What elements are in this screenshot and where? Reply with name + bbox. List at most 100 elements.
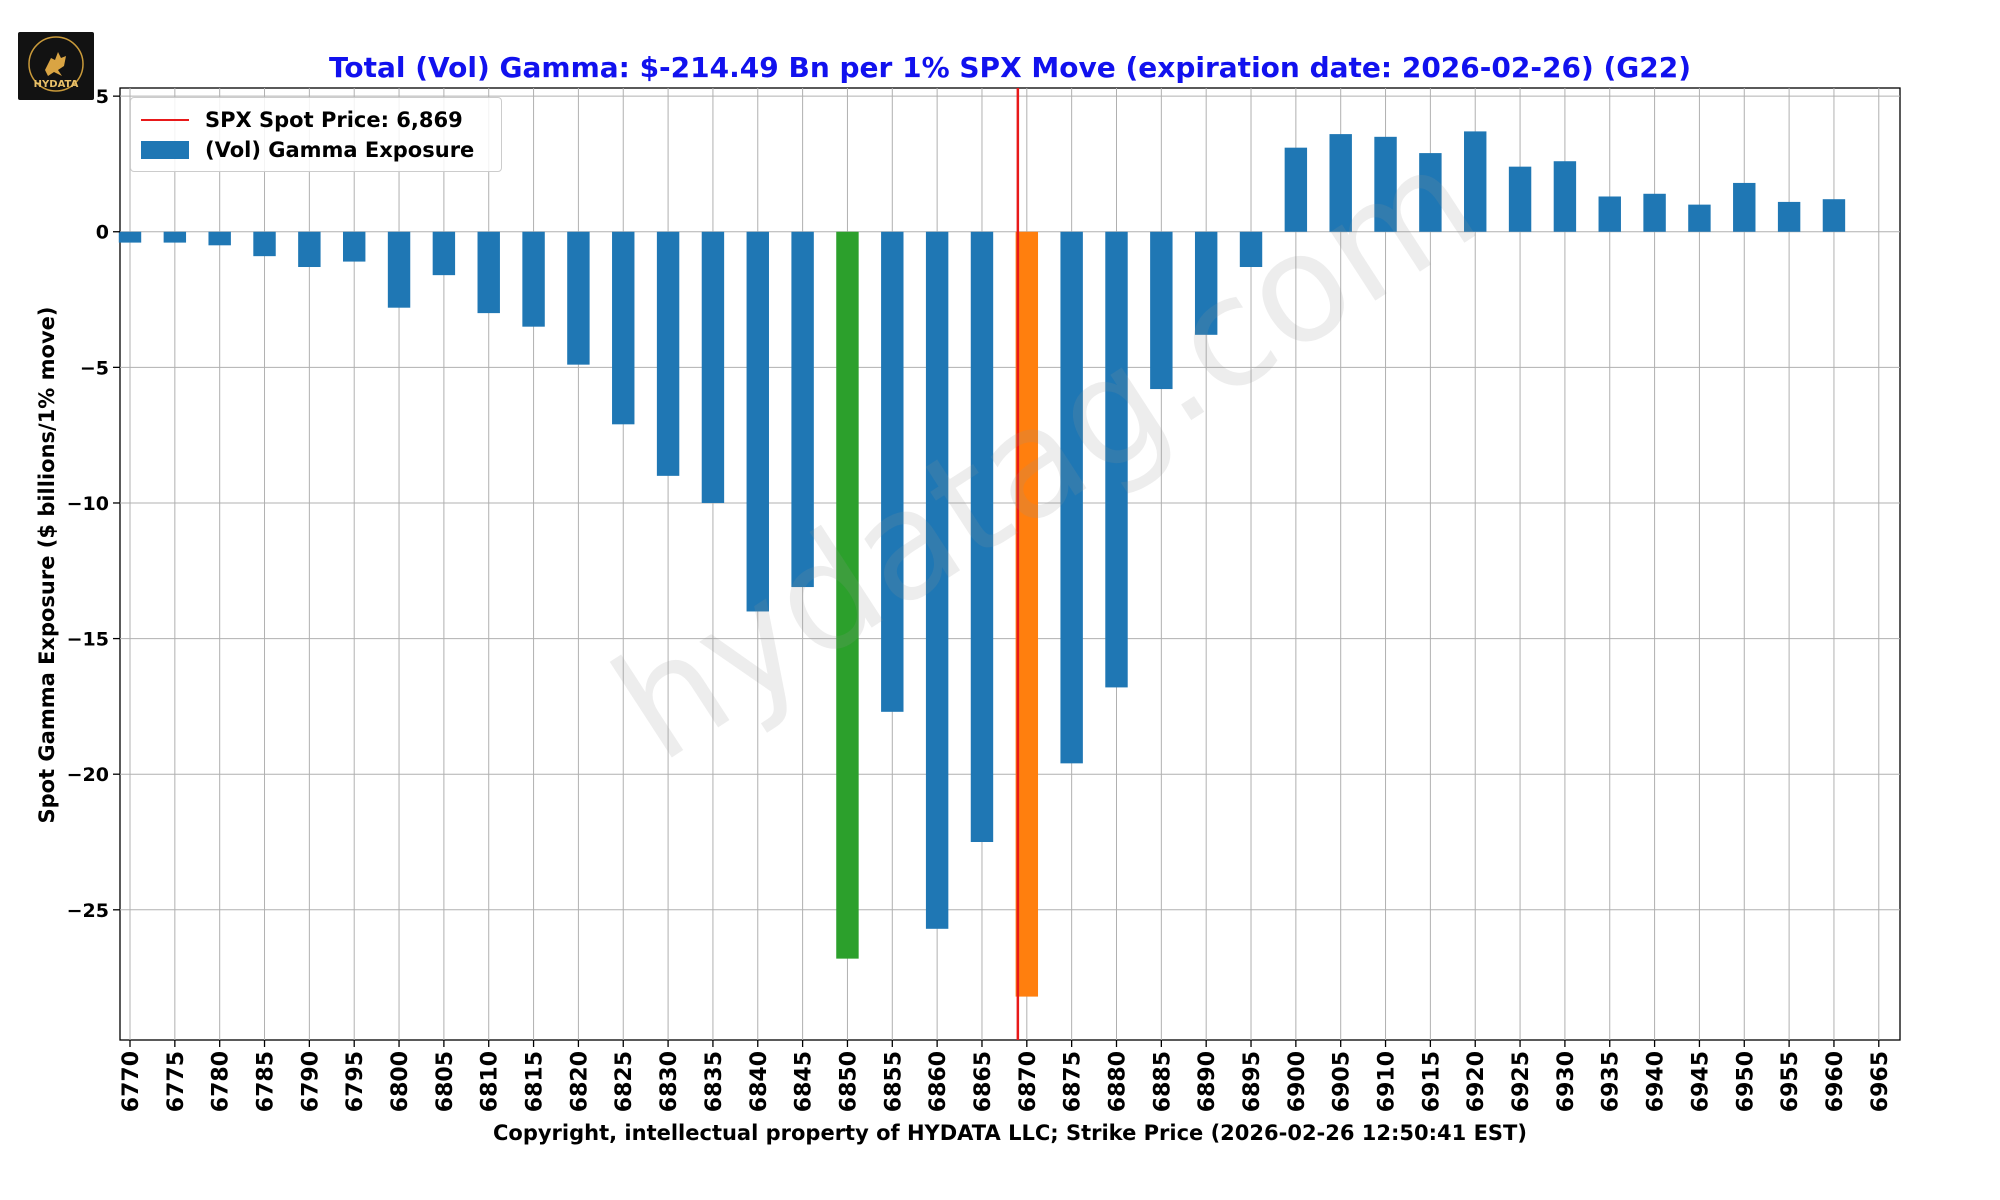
bar-6845 — [791, 231, 814, 588]
logo-text: HYDATA — [34, 79, 79, 90]
bar-6885 — [1150, 231, 1173, 390]
x-tick-label: 6940 — [1644, 1051, 1669, 1112]
x-tick-label: 6815 — [523, 1051, 548, 1112]
x-tick-label: 6945 — [1688, 1051, 1713, 1112]
bar-6850 — [836, 231, 859, 959]
bar-6920 — [1464, 131, 1487, 232]
y-tick-label: −10 — [67, 493, 109, 515]
x-tick-label: 6830 — [657, 1051, 682, 1112]
bar-6795 — [342, 231, 366, 262]
bar-6955 — [1777, 201, 1801, 232]
bar-6890 — [1194, 231, 1218, 335]
x-tick-label: 6810 — [478, 1051, 503, 1112]
y-axis-label: Spot Gamma Exposure ($ billions/1% move) — [35, 307, 59, 824]
bar-6775 — [163, 231, 187, 243]
x-tick-label: 6790 — [298, 1051, 323, 1112]
bar-6855 — [881, 231, 904, 712]
x-tick-label: 6800 — [388, 1051, 413, 1112]
bar-6950 — [1733, 182, 1756, 232]
x-tick-label: 6950 — [1733, 1051, 1758, 1112]
bar-6915 — [1419, 153, 1442, 232]
y-tick-label: −20 — [67, 764, 109, 786]
bar-6830 — [656, 231, 680, 476]
bar-6785 — [253, 231, 276, 257]
x-tick-label: 6835 — [702, 1051, 727, 1112]
x-tick-label: 6925 — [1509, 1051, 1534, 1112]
legend-item-spot: SPX Spot Price: 6,869 — [141, 108, 463, 132]
x-tick-label: 6850 — [836, 1051, 861, 1112]
x-tick-label: 6930 — [1554, 1051, 1579, 1112]
bar-6805 — [432, 231, 456, 276]
legend-spot-label: SPX Spot Price: 6,869 — [205, 108, 463, 132]
grid — [120, 88, 1900, 1040]
x-tick-label: 6955 — [1778, 1051, 1803, 1112]
legend-gamma-label: (Vol) Gamma Exposure — [205, 138, 475, 162]
bar-6835 — [701, 231, 725, 503]
chart-title: Total (Vol) Gamma: $-214.49 Bn per 1% SP… — [329, 51, 1691, 84]
x-tick-label: 6780 — [209, 1051, 234, 1112]
x-tick-label: 6965 — [1868, 1051, 1893, 1112]
bar-6925 — [1508, 166, 1532, 232]
bar-6870 — [1015, 231, 1039, 997]
bar-6810 — [477, 231, 500, 314]
x-tick-label: 6960 — [1823, 1051, 1848, 1112]
x-tick-label: 6890 — [1195, 1051, 1220, 1112]
bar-6790 — [298, 231, 321, 268]
y-axis: 5 0 −5 −10 −15 −20 −25 — [67, 86, 120, 922]
x-tick-label: 6795 — [343, 1051, 368, 1112]
bar-6930 — [1553, 161, 1577, 232]
x-tick-label: 6870 — [1016, 1051, 1041, 1112]
hydata-logo: HYDATA — [18, 32, 94, 100]
x-tick-label: 6775 — [164, 1051, 189, 1112]
bar-6895 — [1239, 231, 1263, 268]
x-tick-label: 6865 — [971, 1051, 996, 1112]
x-tick-label: 6915 — [1419, 1051, 1444, 1112]
bar-6945 — [1688, 204, 1711, 232]
bar-6820 — [567, 231, 590, 365]
bar-6910 — [1374, 136, 1397, 232]
x-tick-label: 6880 — [1105, 1051, 1130, 1112]
bar-6840 — [746, 231, 769, 612]
legend-item-gamma: (Vol) Gamma Exposure — [141, 138, 474, 162]
legend-gamma-swatch — [141, 141, 189, 159]
bar-6860 — [925, 231, 949, 929]
bar-6800 — [387, 231, 411, 308]
bar-6825 — [612, 231, 635, 425]
bar-6905 — [1329, 134, 1352, 232]
x-tick-label: 6785 — [254, 1051, 279, 1112]
x-tick-label: 6770 — [119, 1051, 144, 1112]
plot-area — [119, 87, 1901, 1041]
bar-6875 — [1060, 231, 1083, 764]
x-tick-label: 6905 — [1330, 1051, 1355, 1112]
x-tick-label: 6860 — [926, 1051, 951, 1112]
bar-6900 — [1284, 147, 1308, 232]
bar-6770 — [118, 231, 142, 243]
x-axis-label: Copyright, intellectual property of HYDA… — [493, 1121, 1527, 1145]
bars — [118, 131, 1846, 997]
bar-6865 — [970, 231, 994, 843]
y-tick-label: −5 — [80, 357, 109, 379]
bar-6880 — [1105, 231, 1128, 688]
legend: SPX Spot Price: 6,869 (Vol) Gamma Exposu… — [130, 97, 502, 172]
x-tick-label: 6845 — [792, 1051, 817, 1112]
x-tick-label: 6875 — [1061, 1051, 1086, 1112]
bar-6960 — [1822, 199, 1846, 232]
x-tick-label: 6840 — [747, 1051, 772, 1112]
x-tick-label: 6885 — [1150, 1051, 1175, 1112]
x-axis: 6770 6775 6780 6785 6790 6795 6800 6805 6810 6815… — [119, 1040, 1893, 1112]
x-tick-label: 6900 — [1285, 1051, 1310, 1112]
y-tick-label: 0 — [96, 222, 109, 244]
bar-6780 — [208, 231, 231, 246]
bar-6935 — [1598, 196, 1621, 232]
x-tick-label: 6820 — [567, 1051, 592, 1112]
y-tick-label: −25 — [67, 900, 109, 922]
bar-6815 — [522, 231, 545, 327]
y-tick-label: −15 — [67, 629, 109, 651]
x-tick-label: 6805 — [433, 1051, 458, 1112]
legend-spot-swatch — [141, 119, 189, 121]
x-tick-label: 6935 — [1599, 1051, 1624, 1112]
x-tick-label: 6855 — [881, 1051, 906, 1112]
x-tick-label: 6910 — [1375, 1051, 1400, 1112]
x-tick-label: 6920 — [1464, 1051, 1489, 1112]
